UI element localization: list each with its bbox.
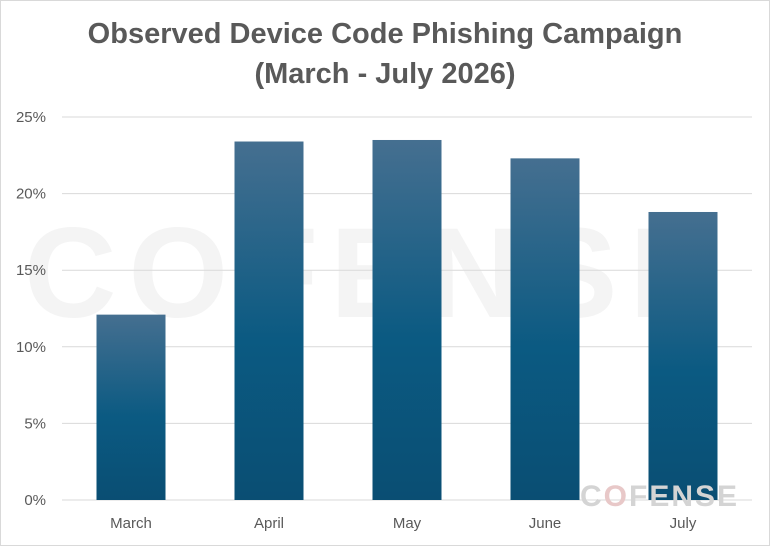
bar-july bbox=[648, 211, 718, 500]
y-tick-label: 25% bbox=[16, 109, 46, 126]
y-tick-label: 20% bbox=[16, 186, 46, 203]
x-tick-label: April bbox=[254, 515, 284, 532]
chart-title: Observed Device Code Phishing Campaign (… bbox=[0, 14, 770, 94]
x-tick-label: May bbox=[393, 515, 422, 532]
y-tick-label: 10% bbox=[16, 339, 46, 356]
x-tick-label: March bbox=[110, 515, 152, 532]
y-tick-label: 5% bbox=[24, 415, 46, 432]
x-tick-label: June bbox=[529, 515, 562, 532]
bar-june bbox=[510, 158, 580, 500]
x-axis-ticks: March April May June July bbox=[110, 515, 697, 532]
bar-april bbox=[234, 141, 304, 500]
chart-title-line-2: (March - July 2026) bbox=[254, 58, 516, 90]
bar-may bbox=[372, 139, 442, 501]
y-tick-label: 15% bbox=[16, 262, 46, 279]
bar-march bbox=[96, 314, 166, 500]
chart-title-line-1: Observed Device Code Phishing Campaign bbox=[87, 18, 683, 50]
y-axis-ticks: 0% 5% 10% 15% 20% 25% bbox=[16, 109, 46, 509]
bars bbox=[96, 139, 718, 501]
cofense-logo: COFENSE bbox=[580, 480, 740, 513]
y-tick-label: 0% bbox=[24, 492, 46, 509]
x-tick-label: July bbox=[670, 515, 697, 532]
